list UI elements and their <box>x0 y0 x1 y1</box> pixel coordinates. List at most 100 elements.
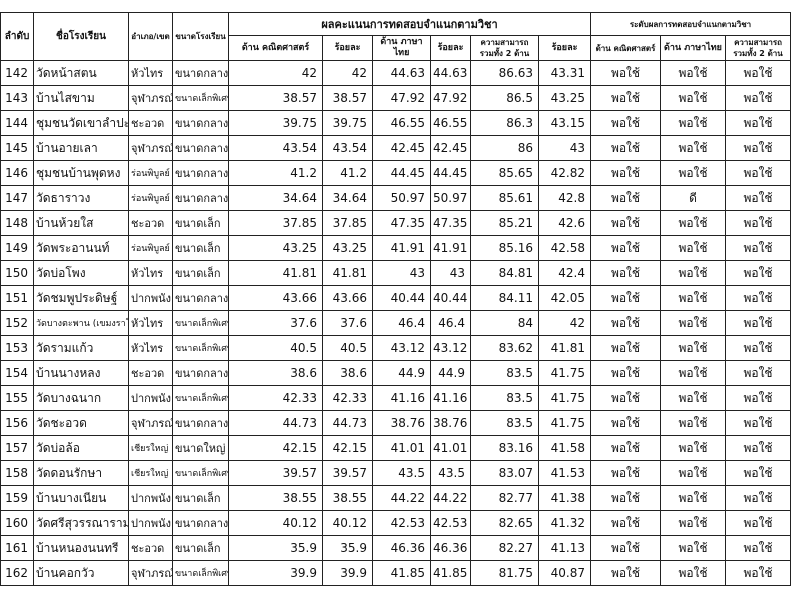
level-cell: พอใช้ <box>660 385 726 411</box>
score-cell: 83.5 <box>470 410 539 436</box>
score-cell: 39.75 <box>228 110 323 136</box>
score-cell: 43.25 <box>322 235 373 261</box>
score-cell: 43 <box>372 260 431 286</box>
school-size: ขนาดกลาง <box>172 160 229 186</box>
score-cell: 41.58 <box>538 435 591 461</box>
level-cell: พอใช้ <box>724 435 792 461</box>
score-cell: 86.5 <box>470 85 539 111</box>
score-cell: 42.15 <box>322 435 373 461</box>
table-row: 162 บ้านคอกวัว จุฬาภรณ์ ขนาดเล็กพิเศษ 39.9 39… <box>0 560 792 586</box>
score-cell: 38.57 <box>322 85 373 111</box>
table-row: 157 วัดบ่อล้อ เชียรใหญ่ ขนาดใหญ่ 42.15 42.15 4… <box>0 435 792 461</box>
school-name: วัดธาราวง <box>33 185 129 211</box>
level-cell: พอใช้ <box>590 485 661 511</box>
table-row: 156 วัดชะอวด จุฬาภรณ์ ขนาดกลาง 44.73 44.73 38.… <box>0 410 792 436</box>
district: จุฬาภรณ์ <box>128 135 173 161</box>
row-index: 162 <box>0 560 34 586</box>
level-cell: พอใช้ <box>660 60 726 86</box>
level-cell: พอใช้ <box>660 160 726 186</box>
score-cell: 43.54 <box>228 135 323 161</box>
school-name: บ้านบางเนียน <box>33 485 129 511</box>
score-cell: 35.9 <box>322 535 373 561</box>
score-cell: 85.65 <box>470 160 539 186</box>
score-cell: 41.01 <box>430 435 471 461</box>
score-cell: 42.53 <box>372 510 431 536</box>
district: หัวไทร <box>128 260 173 286</box>
score-cell: 44.22 <box>372 485 431 511</box>
score-cell: 43.12 <box>430 335 471 361</box>
table-row: 148 บ้านห้วยใส ชะอวด ขนาดเล็ก 37.85 37.85 47.3… <box>0 210 792 236</box>
table-row: 145 บ้านอายเลา จุฬาภรณ์ ขนาดกลาง 43.54 43.54 4… <box>0 135 792 161</box>
score-cell: 46.4 <box>372 310 431 336</box>
level-cell: พอใช้ <box>724 285 792 311</box>
score-cell: 40.44 <box>430 285 471 311</box>
level-cell: พอใช้ <box>724 60 792 86</box>
row-index: 156 <box>0 410 34 436</box>
school-size: ขนาดกลาง <box>172 185 229 211</box>
score-cell: 46.55 <box>430 110 471 136</box>
school-name: บ้านไสขาม <box>33 85 129 111</box>
level-cell: พอใช้ <box>724 410 792 436</box>
score-cell: 39.9 <box>322 560 373 586</box>
level-cell: พอใช้ <box>590 335 661 361</box>
sub-header: ร้อยละ <box>430 35 471 61</box>
score-cell: 43.66 <box>322 285 373 311</box>
school-size: ขนาดกลาง <box>172 285 229 311</box>
score-cell: 41.2 <box>228 160 323 186</box>
row-index: 149 <box>0 235 34 261</box>
sub-header: ความสามารถ รวมทั้ง 2 ด้าน <box>724 35 792 61</box>
score-cell: 43.5 <box>372 460 431 486</box>
score-cell: 42.15 <box>228 435 323 461</box>
score-cell: 46.55 <box>372 110 431 136</box>
score-cell: 37.85 <box>228 210 323 236</box>
school-size: ขนาดเล็ก <box>172 535 229 561</box>
school-name: ชุมชนบ้านพุดหง <box>33 160 129 186</box>
level-cell: พอใช้ <box>590 535 661 561</box>
level-cell: พอใช้ <box>590 285 661 311</box>
score-cell: 43.12 <box>372 335 431 361</box>
level-cell: พอใช้ <box>724 85 792 111</box>
school-size: ขนาดกลาง <box>172 135 229 161</box>
district: จุฬาภรณ์ <box>128 410 173 436</box>
level-cell: พอใช้ <box>590 460 661 486</box>
level-cell: พอใช้ <box>590 260 661 286</box>
school-name: วัดหน้าสตน <box>33 60 129 86</box>
score-cell: 43.66 <box>228 285 323 311</box>
score-cell: 42.45 <box>430 135 471 161</box>
level-cell: พอใช้ <box>660 460 726 486</box>
school-size: ขนาดกลาง <box>172 410 229 436</box>
school-name: บ้านหนองนนทรี <box>33 535 129 561</box>
score-cell: 83.5 <box>470 385 539 411</box>
score-cell: 41.81 <box>322 260 373 286</box>
row-index: 151 <box>0 285 34 311</box>
score-cell: 39.9 <box>228 560 323 586</box>
score-cell: 46.4 <box>430 310 471 336</box>
level-cell: พอใช้ <box>590 310 661 336</box>
district: ชะอวด <box>128 210 173 236</box>
level-cell: พอใช้ <box>724 310 792 336</box>
district: หัวไทร <box>128 335 173 361</box>
score-cell: 38.76 <box>372 410 431 436</box>
sub-header: ความสามารถ รวมทั้ง 2 ด้าน <box>470 35 539 61</box>
score-cell: 42.33 <box>228 385 323 411</box>
level-cell: พอใช้ <box>660 335 726 361</box>
level-cell: พอใช้ <box>724 560 792 586</box>
score-cell: 41.75 <box>538 385 591 411</box>
district: หัวไทร <box>128 60 173 86</box>
row-index: 142 <box>0 60 34 86</box>
level-cell: พอใช้ <box>724 185 792 211</box>
table-row: 151 วัดชมพูประดิษฐ์ ปากพนัง ขนาดกลาง 43.66 43… <box>0 285 792 311</box>
level-cell: พอใช้ <box>660 260 726 286</box>
score-cell: 82.27 <box>470 535 539 561</box>
score-cell: 84.81 <box>470 260 539 286</box>
score-cell: 41.85 <box>430 560 471 586</box>
district: เชียรใหญ่ <box>128 435 173 461</box>
level-cell: พอใช้ <box>660 435 726 461</box>
school-name: บ้านอายเลา <box>33 135 129 161</box>
table-row: 161 บ้านหนองนนทรี ชะอวด ขนาดเล็ก 35.9 35.9 46.… <box>0 535 792 561</box>
school-size: ขนาดกลาง <box>172 60 229 86</box>
school-name: วัดบ่อโพง <box>33 260 129 286</box>
score-cell: 39.57 <box>228 460 323 486</box>
score-cell: 38.6 <box>228 360 323 386</box>
